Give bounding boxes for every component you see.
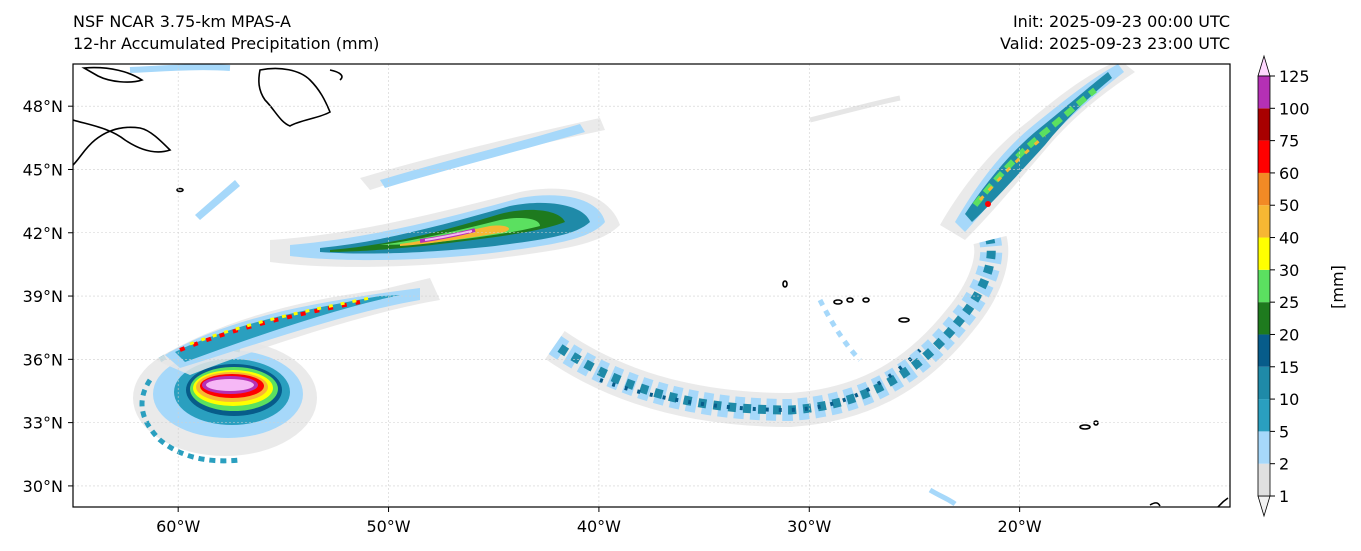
colorbar-tick-label: 125 — [1279, 67, 1310, 86]
colorbar-segment — [1258, 108, 1270, 141]
colorbar-tick-label: 40 — [1279, 229, 1299, 248]
gridlines — [73, 64, 1230, 507]
colorbar-frame — [1257, 75, 1271, 497]
rainband-west — [155, 278, 440, 375]
lat-tick-label: 36°N — [23, 350, 63, 369]
colorbar-segment — [1258, 463, 1270, 496]
lon-tick-label: 40°W — [577, 517, 621, 536]
colorbar-tick-label: 75 — [1279, 132, 1299, 151]
lon-tick-label: 60°W — [156, 517, 200, 536]
colorbar-tick-label: 100 — [1279, 99, 1310, 118]
rainband-northeast — [940, 64, 1135, 240]
scattered-light-precip — [129, 64, 957, 507]
colorbar-segment — [1258, 431, 1270, 464]
band-46n — [195, 118, 605, 220]
colorbar-segment — [1258, 140, 1270, 173]
lon-tick-label: 50°W — [366, 517, 410, 536]
time-block: Init: 2025-09-23 00:00 UTC Valid: 2025-0… — [1000, 11, 1230, 55]
colorbar-tick-label: 60 — [1279, 164, 1299, 183]
latitude-axis: 48°N 45°N 42°N 39°N 36°N 33°N 30°N — [23, 97, 73, 496]
colorbar-tick-label: 2 — [1279, 455, 1289, 474]
lon-tick-label: 20°W — [998, 517, 1042, 536]
colorbar-tick-label: 10 — [1279, 390, 1299, 409]
colorbar-tick-label: 50 — [1279, 196, 1299, 215]
colorbar-unit-label: [mm] — [1328, 265, 1347, 309]
lat-tick-label: 42°N — [23, 224, 63, 243]
cyclone-precip — [133, 340, 317, 464]
init-time: Init: 2025-09-23 00:00 UTC — [1012, 12, 1230, 31]
frontal-band-42n — [270, 188, 620, 267]
lat-tick-label: 30°N — [23, 477, 63, 496]
colorbar-segment — [1258, 366, 1270, 400]
lat-tick-label: 48°N — [23, 97, 63, 116]
coastlines — [73, 66, 1229, 507]
colorbar-segment — [1258, 76, 1270, 109]
colorbar-tick-label: 20 — [1279, 325, 1299, 344]
lat-tick-label: 39°N — [23, 287, 63, 306]
title-block: NSF NCAR 3.75-km MPAS-A 12-hr Accumulate… — [73, 11, 379, 55]
longitude-axis: 60°W 50°W 40°W 30°W 20°W — [156, 507, 1042, 536]
rainband-arc — [545, 235, 1009, 428]
colorbar-under-triangle — [1257, 495, 1271, 518]
colorbar-tick-label: 5 — [1279, 422, 1289, 441]
colorbar-over-triangle — [1257, 54, 1271, 77]
colorbar-tick-label: 25 — [1279, 293, 1299, 312]
colorbar-tick-label: 1 — [1279, 487, 1289, 506]
islands — [176, 187, 1099, 430]
model-title: NSF NCAR 3.75-km MPAS-A — [73, 12, 291, 31]
colorbar-segment — [1258, 172, 1270, 206]
valid-time: Valid: 2025-09-23 23:00 UTC — [999, 34, 1230, 53]
map-frame — [72, 63, 1231, 508]
colorbar-segment — [1258, 334, 1270, 367]
colorbar-tick-label: 30 — [1279, 261, 1299, 280]
colorbar-segment — [1258, 302, 1270, 335]
field-title: 12-hr Accumulated Precipitation (mm) — [73, 34, 380, 53]
colorbar-tick-label: 15 — [1279, 358, 1299, 377]
lon-tick-label: 30°W — [787, 517, 831, 536]
colorbar-segment — [1258, 205, 1270, 238]
colorbar-segment — [1258, 269, 1270, 303]
colorbar-segment — [1258, 399, 1270, 432]
lat-tick-label: 45°N — [23, 160, 63, 179]
colorbar-segment — [1258, 237, 1270, 270]
lat-tick-label: 33°N — [23, 414, 63, 433]
precipitation-field — [129, 64, 1135, 507]
